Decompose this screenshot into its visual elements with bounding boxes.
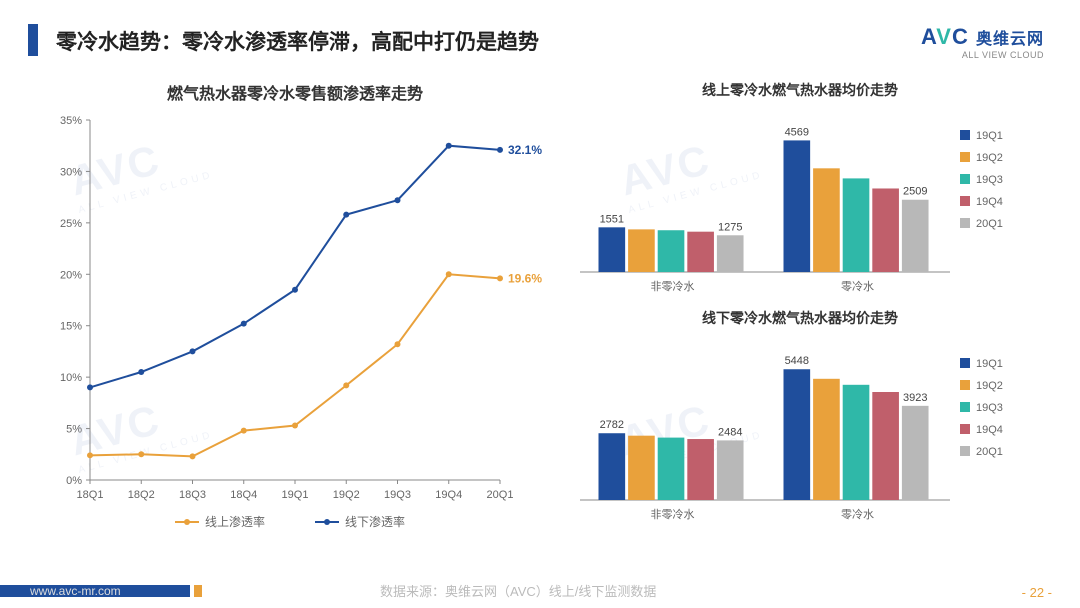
svg-text:32.1%: 32.1% — [508, 143, 542, 157]
svg-text:18Q2: 18Q2 — [128, 489, 155, 501]
svg-text:20Q1: 20Q1 — [976, 446, 1003, 458]
svg-text:线上渗透率: 线上渗透率 — [205, 514, 265, 529]
bar-top-title: 线上零冷水燃气热水器均价走势 — [560, 80, 1040, 100]
svg-text:非零冷水: 非零冷水 — [651, 508, 695, 521]
svg-text:1551: 1551 — [600, 213, 624, 225]
svg-text:2509: 2509 — [903, 186, 927, 198]
line-chart-panel: 燃气热水器零冷水零售额渗透率走势 0% 5% 10% 15% 20% 25% 30% 35% 1… — [40, 80, 550, 558]
slide: 零冷水趋势：零冷水渗透率停滞，高配中打仍是趋势 AVC 奥维云网 ALL VIE… — [0, 0, 1080, 608]
line-chart-title: 燃气热水器零冷水零售额渗透率走势 — [40, 80, 550, 104]
svg-text:20Q1: 20Q1 — [487, 489, 514, 501]
bar-top-chart: 非零冷水 零冷水 1551 1275 4569 2509 19Q1 19Q2 19Q3 19Q4 2… — [560, 102, 1040, 302]
svg-text:0%: 0% — [66, 475, 82, 487]
line-chart: 0% 5% 10% 15% 20% 25% 30% 35% 18Q1 18Q2 18Q3 18Q4 19… — [40, 110, 550, 550]
svg-text:18Q4: 18Q4 — [230, 489, 257, 501]
svg-text:非零冷水: 非零冷水 — [651, 280, 695, 293]
logo-subtitle: ALL VIEW CLOUD — [921, 50, 1044, 60]
logo-c: C — [952, 24, 969, 49]
svg-text:零冷水: 零冷水 — [841, 508, 874, 521]
svg-text:19Q2: 19Q2 — [333, 489, 360, 501]
svg-text:5%: 5% — [66, 424, 82, 436]
svg-text:18Q3: 18Q3 — [179, 489, 206, 501]
svg-text:2484: 2484 — [718, 426, 742, 438]
chart-area: 燃气热水器零冷水零售额渗透率走势 0% 5% 10% 15% 20% 25% 30% 35% 1… — [40, 80, 1040, 558]
header: 零冷水趋势：零冷水渗透率停滞，高配中打仍是趋势 AVC 奥维云网 ALL VIE… — [0, 24, 1080, 64]
svg-text:19Q1: 19Q1 — [976, 358, 1003, 370]
svg-text:25%: 25% — [60, 218, 82, 230]
svg-text:15%: 15% — [60, 321, 82, 333]
svg-text:10%: 10% — [60, 372, 82, 384]
bar-bottom-title: 线下零冷水燃气热水器均价走势 — [560, 308, 1040, 328]
svg-text:19Q3: 19Q3 — [976, 174, 1003, 186]
page-number: - 22 - — [1022, 585, 1052, 600]
footer: www.avc-mr.com 数据来源：奥维云网（AVC）线上/线下监测数据 -… — [0, 574, 1080, 608]
svg-text:3923: 3923 — [903, 392, 927, 404]
bar-bottom-panel: 线下零冷水燃气热水器均价走势 非零冷水 零冷水 2782 2484 5448 3923 19… — [560, 308, 1040, 530]
svg-text:5448: 5448 — [785, 355, 809, 367]
logo-v: V — [936, 24, 952, 49]
bar-bottom-chart: 非零冷水 零冷水 2782 2484 5448 3923 19Q1 19Q2 19Q3 19Q4 2… — [560, 330, 1040, 530]
svg-text:18Q1: 18Q1 — [77, 489, 104, 501]
svg-text:20%: 20% — [60, 269, 82, 281]
svg-text:19Q1: 19Q1 — [282, 489, 309, 501]
svg-text:19Q4: 19Q4 — [435, 489, 462, 501]
svg-text:19Q4: 19Q4 — [976, 196, 1003, 208]
svg-text:19Q4: 19Q4 — [976, 424, 1003, 436]
logo: AVC 奥维云网 ALL VIEW CLOUD — [921, 24, 1044, 60]
bar-top-panel: 线上零冷水燃气热水器均价走势 非零冷水 零冷水 1551 1275 4569 2509 19… — [560, 80, 1040, 302]
logo-cn: 奥维云网 — [976, 31, 1044, 48]
title-accent-bar — [28, 24, 38, 56]
svg-text:4569: 4569 — [785, 126, 809, 138]
svg-text:19.6%: 19.6% — [508, 271, 542, 285]
svg-text:30%: 30% — [60, 166, 82, 178]
svg-text:零冷水: 零冷水 — [841, 280, 874, 293]
svg-text:19Q2: 19Q2 — [976, 380, 1003, 392]
footer-accent — [194, 585, 202, 597]
svg-text:35%: 35% — [60, 115, 82, 127]
svg-text:线下渗透率: 线下渗透率 — [345, 514, 405, 529]
svg-text:19Q1: 19Q1 — [976, 130, 1003, 142]
svg-text:2782: 2782 — [600, 419, 624, 431]
page-title: 零冷水趋势：零冷水渗透率停滞，高配中打仍是趋势 — [56, 26, 539, 56]
svg-text:20Q1: 20Q1 — [976, 218, 1003, 230]
svg-text:19Q3: 19Q3 — [976, 402, 1003, 414]
bar-charts-panel: 线上零冷水燃气热水器均价走势 非零冷水零冷水155112754569250919… — [560, 80, 1040, 558]
svg-text:1275: 1275 — [718, 221, 742, 233]
svg-text:19Q2: 19Q2 — [976, 152, 1003, 164]
svg-text:19Q3: 19Q3 — [384, 489, 411, 501]
logo-a: A — [921, 24, 936, 49]
footer-url: www.avc-mr.com — [30, 584, 121, 598]
footer-source: 数据来源：奥维云网（AVC）线上/线下监测数据 — [380, 581, 656, 600]
logo-text: AVC 奥维云网 — [921, 24, 1044, 50]
